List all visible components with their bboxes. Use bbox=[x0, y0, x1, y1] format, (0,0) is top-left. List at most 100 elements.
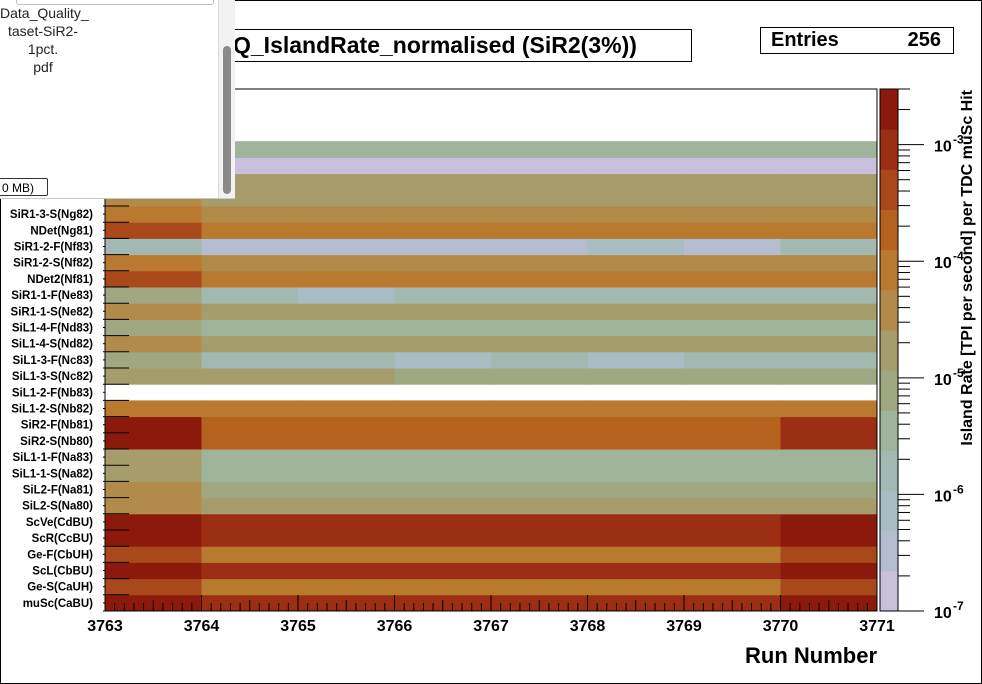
heatmap-cell bbox=[491, 351, 588, 369]
heatmap-cell bbox=[105, 303, 202, 320]
heatmap-cell bbox=[394, 368, 492, 385]
heatmap-cell bbox=[491, 319, 588, 337]
heatmap-cell bbox=[684, 432, 781, 450]
heatmap-cell bbox=[298, 189, 395, 207]
y-tick-label: SiL2-F(Na81) bbox=[23, 485, 93, 497]
heatmap-cell bbox=[684, 238, 781, 256]
x-tick-label: 3767 bbox=[473, 618, 509, 635]
heatmap-cell bbox=[298, 222, 395, 239]
colorbar-tick-label: 10 bbox=[934, 372, 952, 389]
heatmap-cell bbox=[491, 238, 588, 256]
heatmap-cell bbox=[201, 449, 299, 466]
x-tick-label: 3768 bbox=[570, 618, 606, 635]
heatmap-cell bbox=[394, 578, 492, 596]
heatmap-cell bbox=[684, 287, 781, 304]
heatmap-cell bbox=[587, 578, 685, 596]
stats-label: Entries bbox=[771, 29, 839, 51]
heatmap-cell bbox=[587, 157, 685, 175]
heatmap-cell bbox=[684, 449, 781, 466]
colorbar-tick-exponent: -4 bbox=[953, 249, 964, 263]
y-tick-label: SiR2-S(Nb80) bbox=[20, 436, 93, 448]
heatmap-cell bbox=[780, 416, 878, 434]
heatmap-cell bbox=[394, 270, 492, 288]
heatmap-cell bbox=[587, 351, 685, 369]
heatmap-cell bbox=[105, 449, 202, 466]
y-tick-label: ScR(CcBU) bbox=[32, 533, 94, 545]
scrollbar-thumb[interactable] bbox=[223, 46, 231, 194]
heatmap-cell bbox=[587, 530, 685, 547]
colorbar-tick-exponent: -7 bbox=[953, 599, 964, 613]
colorbar-segment bbox=[880, 370, 898, 411]
heatmap-cell bbox=[298, 141, 395, 158]
heatmap-cell bbox=[394, 319, 492, 337]
heatmap-cell bbox=[394, 222, 492, 239]
heatmap-cell bbox=[105, 400, 202, 418]
heatmap-cell bbox=[298, 465, 395, 482]
colorbar-frame bbox=[879, 88, 899, 612]
heatmap-cell bbox=[684, 465, 781, 482]
heatmap-cell bbox=[587, 513, 685, 531]
heatmap-cell bbox=[298, 497, 395, 515]
heatmap-cell bbox=[684, 303, 781, 320]
colorbar-segment bbox=[880, 490, 898, 532]
heatmap-cell bbox=[105, 351, 202, 369]
y-tick-label: SiL1-3-S(Nc82) bbox=[12, 371, 93, 383]
heatmap-cell bbox=[394, 530, 492, 547]
heatmap-cell bbox=[491, 497, 588, 515]
heatmap-cell bbox=[780, 335, 878, 353]
heatmap-cell bbox=[201, 481, 299, 499]
heatmap-cell bbox=[684, 351, 781, 369]
heatmap-cell bbox=[491, 141, 588, 158]
y-tick-label: SiR1-1-S(Ne82) bbox=[11, 306, 94, 318]
heatmap-cell bbox=[780, 173, 878, 191]
heatmap-cell bbox=[684, 206, 781, 223]
heatmap-cell bbox=[684, 497, 781, 515]
y-tick-label: SiL1-3-F(Nc83) bbox=[12, 355, 93, 367]
heatmap-cell bbox=[780, 449, 878, 466]
heatmap-cell bbox=[587, 335, 685, 353]
heatmap-cell bbox=[105, 432, 202, 450]
colorbar-segment bbox=[880, 289, 898, 331]
heatmap-cell bbox=[780, 351, 878, 369]
heatmap-cell bbox=[780, 481, 878, 499]
x-axis-label: Run Number bbox=[745, 643, 877, 668]
colorbar-tick-label: 10 bbox=[934, 488, 952, 505]
heatmap-cell bbox=[780, 497, 878, 515]
y-tick-label: muSc(CaBU) bbox=[23, 598, 93, 610]
heatmap-cell bbox=[780, 238, 878, 256]
heatmap-cell bbox=[105, 497, 202, 515]
heatmap-cell bbox=[201, 546, 299, 563]
heatmap-cell bbox=[587, 173, 685, 191]
plot-title: Q_IslandRate_normalised (SiR2(3%)) bbox=[218, 29, 692, 62]
heatmap-cell bbox=[298, 449, 395, 466]
heatmap-cell bbox=[780, 189, 878, 207]
heatmap-cell bbox=[394, 254, 492, 272]
file-name-label[interactable]: Data_Quality_ taset-SiR2-1pct. pdf bbox=[0, 5, 89, 75]
y-tick-label: SiR2-F(Nb81) bbox=[21, 420, 93, 432]
heatmap-cell bbox=[394, 546, 492, 563]
heatmap-cell bbox=[491, 400, 588, 418]
colorbar-tick-label: 10 bbox=[934, 139, 952, 156]
file-item-tab[interactable] bbox=[16, 0, 214, 5]
y-tick-label: SiR1-1-F(Ne83) bbox=[11, 290, 93, 302]
y-tick-label: SiR1-2-S(Nf82) bbox=[13, 258, 93, 270]
heatmap-cell bbox=[587, 546, 685, 563]
scrollbar-track[interactable] bbox=[218, 0, 235, 198]
heatmap-cell bbox=[201, 465, 299, 482]
heatmap-cell bbox=[587, 206, 685, 223]
heatmap-cell bbox=[105, 578, 202, 596]
heatmap-cell bbox=[298, 351, 395, 369]
heatmap-cell bbox=[587, 287, 685, 304]
x-tick-label: 3766 bbox=[377, 618, 413, 635]
heatmap-cell bbox=[587, 562, 685, 580]
heatmap-cell bbox=[587, 254, 685, 272]
heatmap-cell bbox=[201, 497, 299, 515]
heatmap-cell bbox=[491, 157, 588, 175]
heatmap-cell bbox=[684, 319, 781, 337]
heatmap-cell bbox=[780, 222, 878, 239]
heatmap-cell bbox=[201, 368, 299, 385]
heatmap-cell bbox=[394, 206, 492, 223]
heatmap-cell bbox=[780, 254, 878, 272]
heatmap-cell bbox=[394, 141, 492, 158]
heatmap-cell bbox=[298, 513, 395, 531]
